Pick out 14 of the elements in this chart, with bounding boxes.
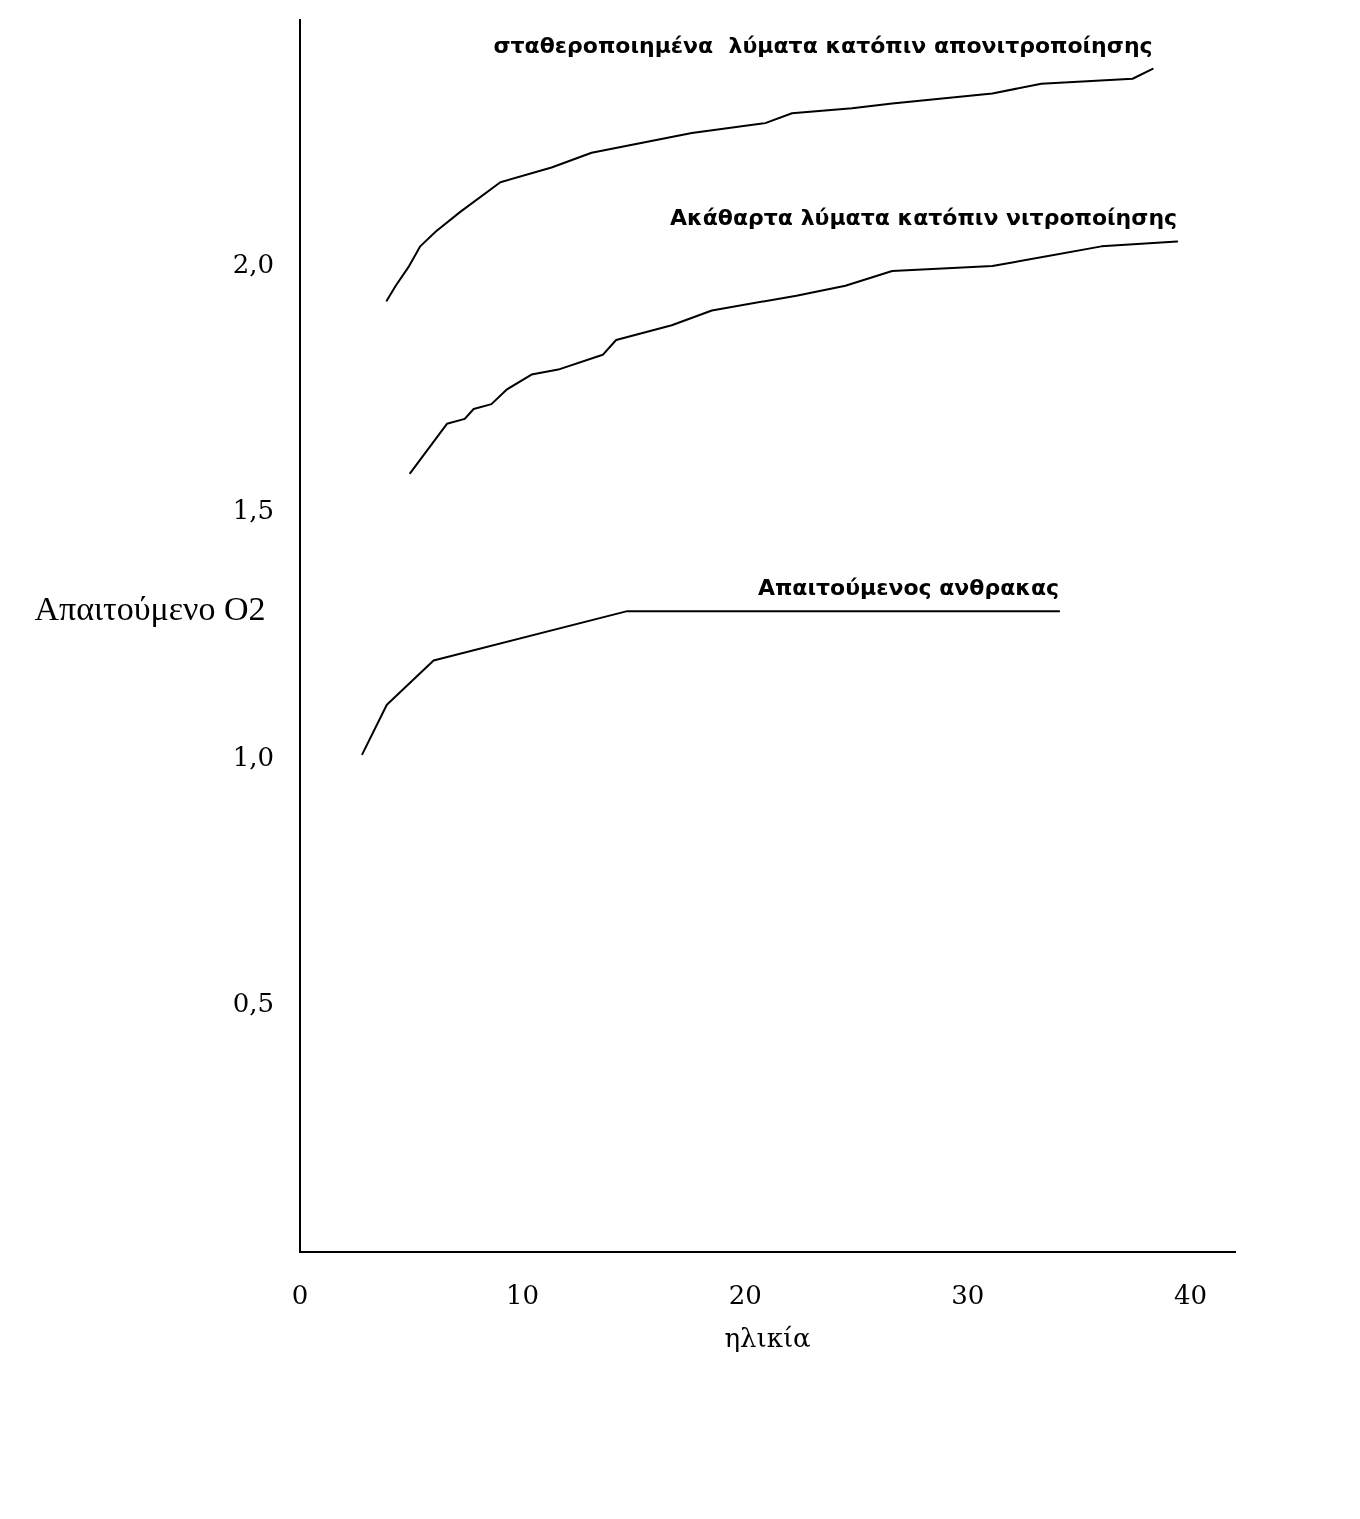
y-tick-label: 0,5 — [232, 988, 274, 1019]
series-label: Απαιτούμενος ανθρακας — [757, 574, 1060, 600]
y-tick-label: 1,5 — [232, 495, 274, 526]
x-tick-label: 20 — [728, 1280, 762, 1311]
x-tick-label: 30 — [951, 1280, 985, 1311]
series-label: σταθεροποιημένα λύματα κατόπιν απονιτροποίησης — [493, 32, 1153, 58]
y-tick-label: 2,0 — [232, 248, 274, 279]
x-tick-label: 10 — [506, 1280, 540, 1311]
series-label: Ακάθαρτα λύματα κατόπιν νιτροποίησης — [670, 205, 1178, 231]
x-tick-label: 0 — [291, 1280, 309, 1311]
y-tick-label: 1,0 — [232, 741, 274, 772]
x-axis-title: ηλικία — [724, 1322, 811, 1353]
x-tick-label: 40 — [1173, 1280, 1208, 1311]
y-axis-title: Απαιτούμενο O2 — [34, 590, 266, 628]
